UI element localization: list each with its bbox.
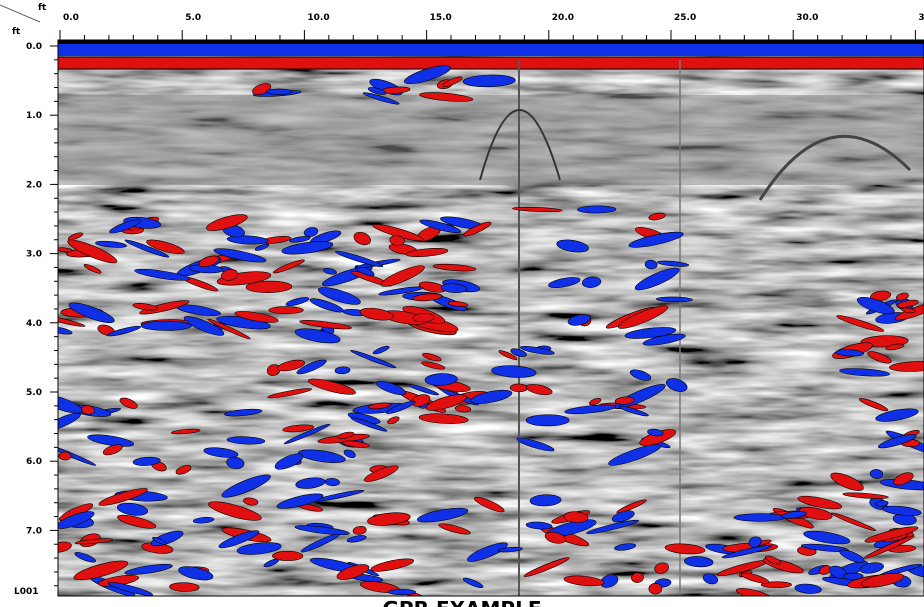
reflection <box>843 573 863 580</box>
upper-layer <box>58 95 924 185</box>
direct-wave-red <box>58 57 924 69</box>
page: ft ft L001 GPR EXAMPLE 0.0 5.0 10.0 15.0 20.… <box>0 0 924 607</box>
direct-wave-blue <box>58 44 924 56</box>
line-label: L001 <box>14 587 39 597</box>
y-tick-label: 0.0 <box>26 42 42 52</box>
x-tick-label: 0.0 <box>63 13 79 23</box>
x-tick-label: 10.0 <box>307 13 329 23</box>
y-tick-label: 2.0 <box>26 180 42 190</box>
x-tick-label: 30.0 <box>796 13 818 23</box>
reflection <box>141 321 191 330</box>
reflection <box>266 89 292 94</box>
reflection <box>649 583 662 594</box>
y-unit: ft <box>12 27 21 37</box>
x-tick-label: 20.0 <box>552 13 574 23</box>
y-tick-label: 5.0 <box>26 388 42 398</box>
reflection <box>269 307 304 314</box>
y-tick-label: 1.0 <box>26 111 42 121</box>
y-tick-label: 7.0 <box>26 526 42 536</box>
reflection <box>734 514 786 522</box>
scan <box>36 40 924 604</box>
x-tick-label: 25.0 <box>674 13 696 23</box>
x-tick-label: 5.0 <box>185 13 201 23</box>
reflection <box>59 452 71 460</box>
caption: GPR EXAMPLE <box>383 597 542 607</box>
y-tick-label: 3.0 <box>26 250 42 260</box>
reflection <box>388 589 416 595</box>
reflection <box>510 384 528 392</box>
x-tick-label: 35.0 <box>918 13 924 23</box>
reflection <box>526 415 569 426</box>
y-tick-label: 6.0 <box>26 457 42 467</box>
radargram-view: ft ft L001 GPR EXAMPLE 0.0 5.0 10.0 15.0 20.… <box>0 0 924 607</box>
x-unit: ft <box>38 3 47 13</box>
reflection <box>577 206 616 214</box>
x-tick-label: 15.0 <box>430 13 452 23</box>
y-tick-label: 4.0 <box>26 319 42 329</box>
